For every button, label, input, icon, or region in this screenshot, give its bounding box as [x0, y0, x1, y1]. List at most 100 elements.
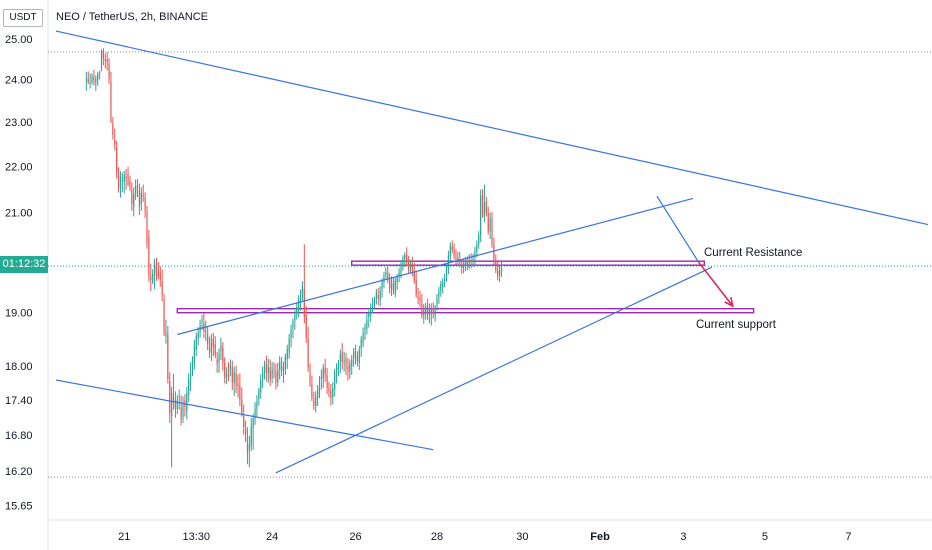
candle-body [470, 260, 472, 263]
candle-body [218, 353, 220, 363]
candle-body [269, 367, 271, 381]
trendline-short-drop-line [656, 195, 700, 263]
candle-body [426, 305, 429, 316]
candle-body [227, 369, 230, 373]
candle [485, 196, 487, 217]
candle-body [311, 384, 313, 399]
candle [243, 405, 245, 435]
candle-body [421, 303, 423, 316]
horizontal-levels [48, 51, 932, 478]
candle-body [402, 258, 404, 265]
candle-body [131, 190, 133, 204]
candle [345, 352, 347, 375]
candle-body [404, 255, 406, 260]
x-axis: 21 13:30 24 26 28 30 Feb 3 5 7 [48, 519, 932, 543]
candle [343, 351, 345, 372]
candle-body [95, 79, 97, 83]
candle-body [358, 349, 360, 363]
candle-body [377, 295, 379, 299]
candle [487, 206, 489, 235]
candle [298, 295, 300, 317]
candle-body [407, 262, 410, 270]
candle-body [478, 235, 480, 245]
support-annotation: Current support [696, 319, 776, 331]
candle-body [262, 373, 264, 380]
candle-body [189, 373, 192, 380]
x-tick-label: 5 [762, 531, 768, 543]
candle-body [229, 364, 231, 369]
candle-body [271, 369, 273, 378]
candle-body [438, 290, 440, 297]
candle [373, 296, 376, 309]
candle-body [483, 203, 486, 217]
y-tick-label: 16.20 [5, 466, 33, 478]
candle-body [288, 338, 290, 353]
candle [457, 251, 459, 267]
candle [178, 389, 180, 410]
candle [398, 268, 400, 283]
candle [193, 339, 195, 370]
candle [303, 244, 305, 324]
candle-body [375, 292, 377, 299]
candle [301, 281, 304, 302]
candle-body [349, 363, 351, 372]
candle [330, 383, 332, 406]
candle-body [392, 283, 395, 291]
candle-body [299, 297, 302, 301]
candle [305, 305, 307, 344]
candle [292, 318, 294, 339]
candle-body [292, 321, 294, 329]
resistance-level-box [351, 260, 706, 266]
candle [284, 353, 286, 375]
candle [129, 175, 131, 192]
candle-body [498, 270, 501, 275]
currency-unit-label[interactable]: USDT [3, 9, 43, 27]
candle-body [322, 367, 324, 379]
candle-body [294, 314, 296, 321]
candle [180, 395, 182, 426]
candle-body [208, 345, 211, 352]
candle-body [330, 390, 332, 399]
candle-body [360, 339, 362, 349]
candle-body [337, 364, 340, 370]
candle-body [129, 180, 131, 188]
candle [334, 368, 336, 397]
candle-body [307, 338, 309, 368]
candle-body [406, 254, 408, 263]
candle [426, 298, 429, 321]
candle-body [394, 280, 396, 294]
candle-body [489, 217, 491, 232]
candle-body [87, 78, 89, 83]
candle-body [197, 332, 199, 339]
candle [366, 312, 368, 335]
y-tick-label: 22.00 [5, 161, 33, 173]
candle [328, 381, 330, 397]
candle-body [303, 288, 305, 318]
candle-body [241, 399, 243, 414]
candle [318, 376, 321, 399]
candle [476, 240, 478, 258]
candle-body [263, 366, 266, 373]
candle-body [362, 332, 364, 343]
candle [136, 179, 139, 198]
candle [97, 71, 99, 86]
arrow-head [724, 297, 734, 308]
candle [423, 303, 425, 324]
candle [167, 325, 169, 384]
trendline-upper-channel [177, 197, 694, 336]
candle-body [233, 372, 235, 383]
candle [146, 205, 148, 249]
candle [438, 286, 440, 304]
candle [275, 363, 277, 390]
trendlines [55, 30, 929, 474]
candle-body [125, 176, 127, 179]
candle-body [328, 387, 330, 392]
candle [91, 73, 93, 85]
candle-body [275, 372, 277, 383]
candle-body [445, 267, 448, 277]
candle-body [468, 260, 470, 264]
candle [226, 367, 228, 384]
candle [432, 302, 434, 319]
y-tick-label: 16.80 [5, 430, 33, 442]
candle-body [205, 330, 207, 332]
